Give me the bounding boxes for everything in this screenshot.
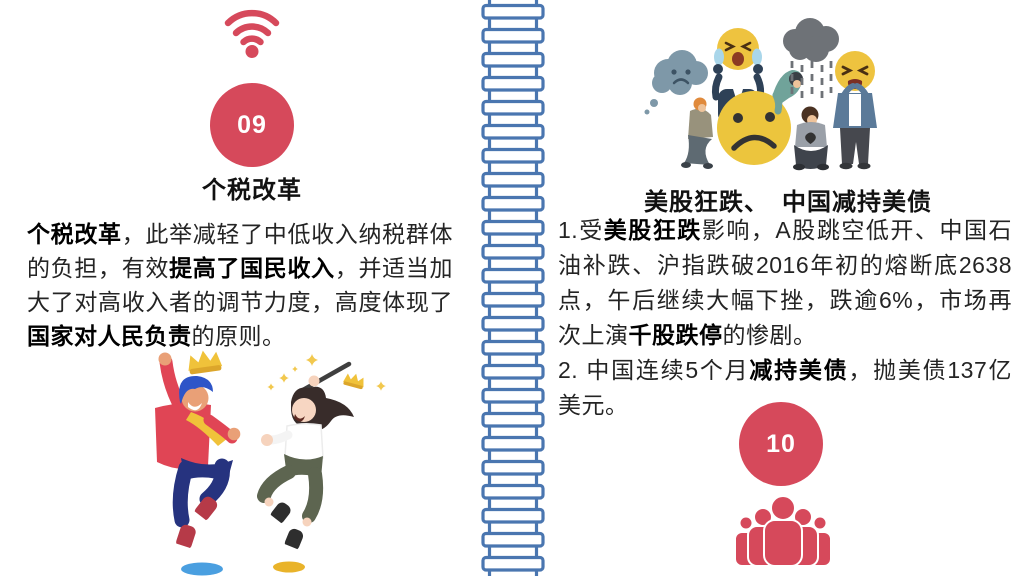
right-paragraph-1: 1.受美股狂跌影响，A股跳空低开、中国石油补跌、沪指跌破2016年初的熔断底26… [558, 217, 1012, 348]
divider-track [481, 0, 547, 576]
jumping-couple-illustration [155, 350, 386, 576]
left-card-paragraph: 个税改革，此举减轻了中低收入纳税群体的负担，有效提高了国民收入，并适当加大了对高… [27, 221, 454, 349]
right-card-title: 美股狂跌、 中国减持美债 [644, 189, 932, 216]
left-badge: 09 [210, 83, 294, 167]
left-card-title: 个税改革 [202, 177, 302, 204]
standing-emoji-person [833, 51, 877, 170]
ground-shadows [181, 561, 305, 576]
right-badge: 10 [739, 402, 823, 486]
sitting-person-hugging-knees [793, 106, 829, 171]
crowd-icon [734, 495, 832, 567]
right-card-paragraphs: 1.受美股狂跌影响，A股跳空低开、中国石油补跌、沪指跌破2016年初的熔断底26… [558, 213, 1012, 423]
big-sad-emoji [717, 91, 791, 165]
thought-cloud [644, 50, 708, 115]
sitting-person-orange-cap [681, 97, 713, 169]
right-paragraph-2: 2. 中国连续5个月减持美债，抛美债137亿美元。 [558, 357, 1012, 418]
jumping-man [155, 350, 241, 555]
sad-emoji-crowd-illustration [644, 18, 877, 171]
wifi-icon [224, 9, 280, 58]
jumping-woman [257, 354, 386, 555]
rain-cloud [783, 18, 839, 103]
